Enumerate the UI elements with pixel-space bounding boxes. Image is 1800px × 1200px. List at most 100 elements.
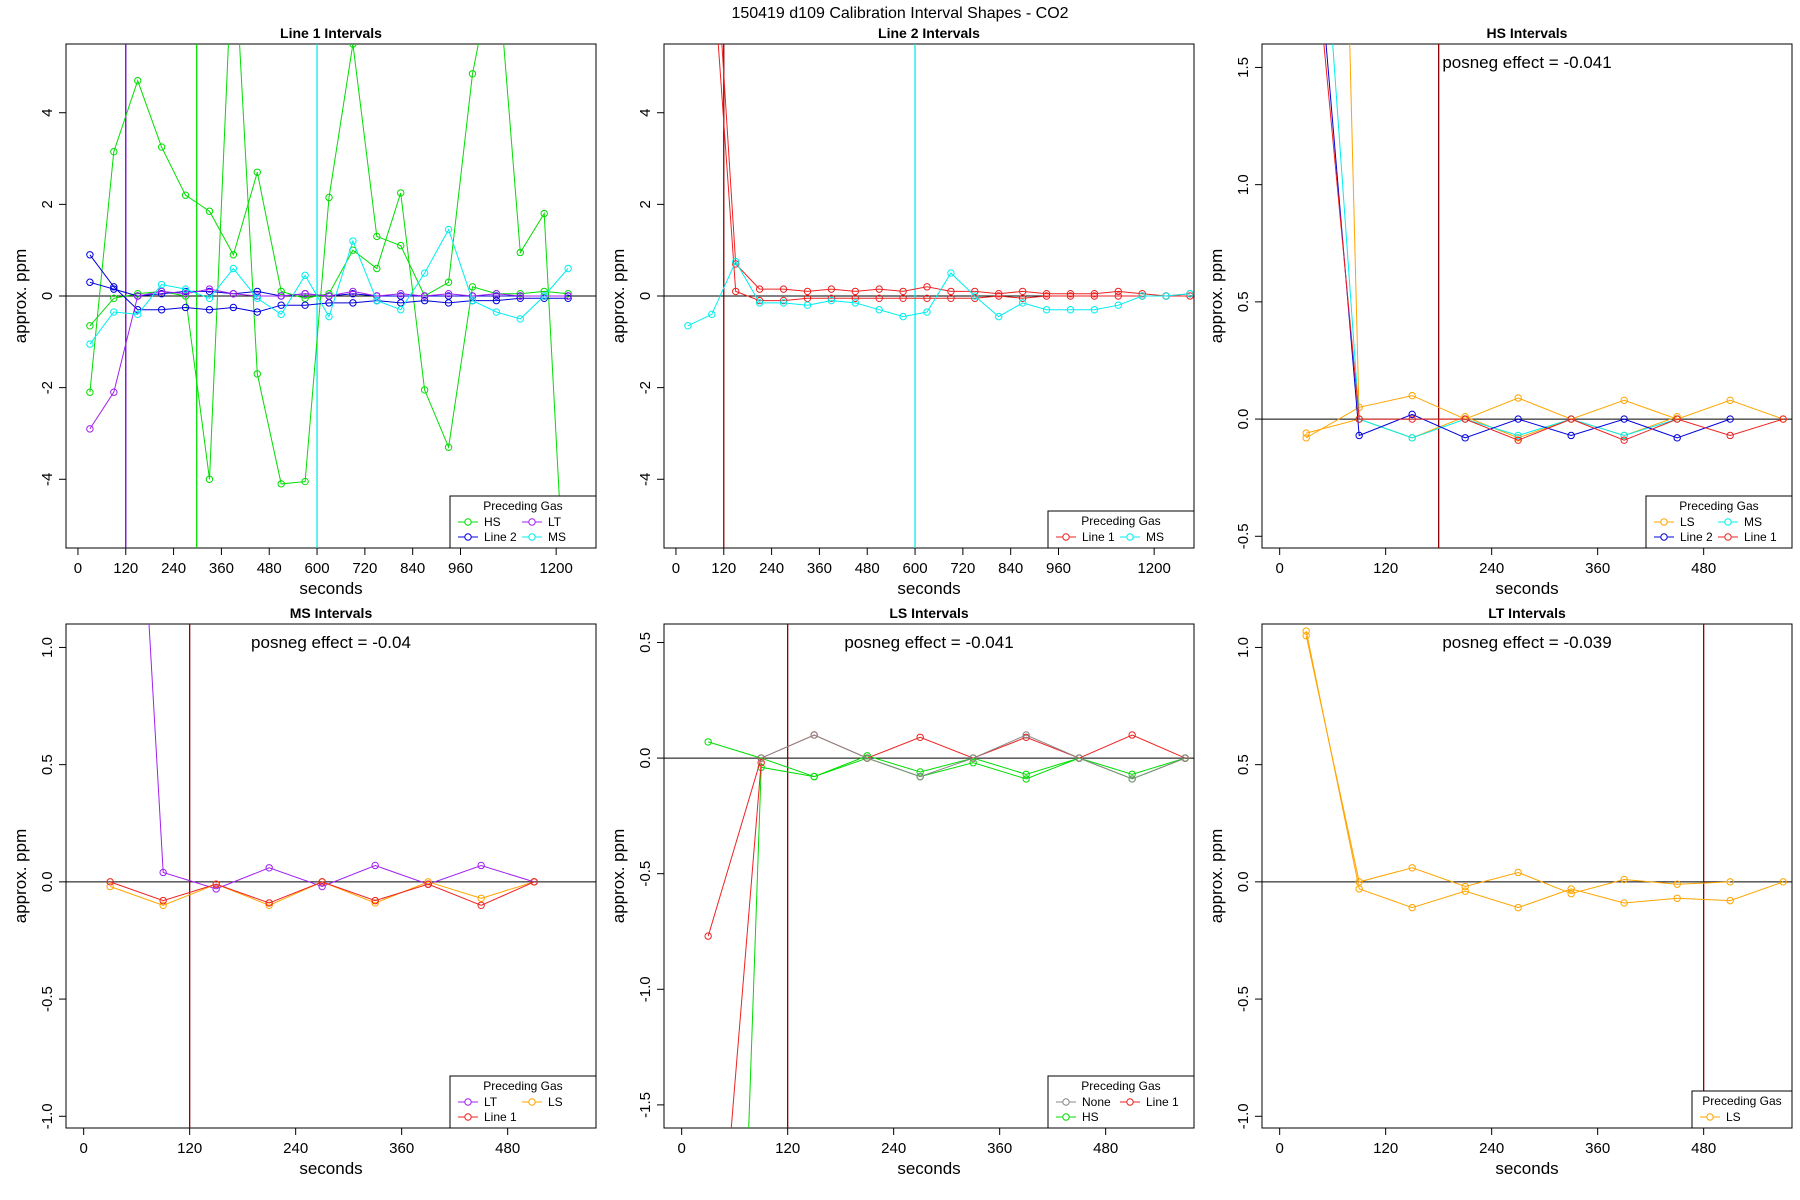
data-point	[265, 864, 273, 872]
y-tick-label: -0.5	[1235, 523, 1252, 549]
data-point	[530, 878, 538, 886]
data-point	[444, 292, 453, 300]
x-axis-label: seconds	[897, 1159, 960, 1178]
plot-area	[664, 44, 1194, 548]
series-line	[1305, 635, 1731, 895]
data-point	[1726, 878, 1734, 886]
legend-entry-lt: LT	[458, 1095, 498, 1109]
data-point	[1128, 731, 1136, 739]
series-line	[717, 44, 1190, 302]
data-point	[923, 294, 931, 302]
data-point	[1779, 878, 1787, 886]
y-tick-label: 0	[39, 292, 56, 300]
series-line	[1323, 44, 1784, 441]
data-point	[277, 480, 285, 488]
data-point	[157, 287, 166, 296]
x-tick-label: 120	[775, 1140, 800, 1157]
data-point	[1567, 431, 1575, 440]
data-point	[1779, 415, 1787, 423]
data-point	[1302, 627, 1310, 635]
x-tick-label: 480	[1691, 1140, 1716, 1157]
data-point	[1355, 878, 1363, 886]
data-point	[444, 225, 453, 234]
data-point	[684, 322, 692, 330]
data-point	[373, 232, 381, 241]
x-tick-label: 720	[352, 560, 377, 577]
data-point	[468, 70, 477, 78]
data-point	[1726, 415, 1734, 423]
data-point	[1514, 431, 1522, 440]
data-point	[492, 308, 501, 316]
data-point	[1302, 429, 1310, 437]
x-tick-label: 840	[400, 560, 425, 577]
data-point	[565, 659, 571, 665]
data-point	[1620, 436, 1628, 444]
y-tick-label: 0.5	[39, 754, 56, 775]
y-tick-label: 0.0	[1235, 409, 1252, 430]
data-point	[157, 143, 166, 151]
legend-label: LS	[548, 1095, 563, 1109]
legend-swatch-marker	[1724, 518, 1732, 526]
legend-label: MS	[1744, 515, 1762, 529]
x-tick-label: 960	[448, 560, 473, 577]
legend-swatch-marker	[1062, 1098, 1070, 1106]
legend-label: LT	[484, 1095, 498, 1109]
panel-title: LS Intervals	[889, 605, 969, 621]
data-point	[181, 303, 190, 312]
x-tick-label: 120	[711, 560, 736, 577]
main-title: 150419 d109 Calibration Interval Shapes …	[731, 5, 1068, 22]
data-point	[1090, 290, 1099, 298]
y-axis-label: approx. ppm	[609, 249, 628, 344]
x-tick-label: 480	[855, 560, 880, 577]
legend: Preceding Gas LT LS Line 1	[449, 1075, 597, 1129]
data-point	[1726, 896, 1734, 905]
data-point	[803, 301, 812, 309]
x-tick-label: 720	[950, 560, 975, 577]
posneg-annotation: posneg effect = -0.039	[1442, 633, 1611, 652]
data-point	[468, 296, 477, 305]
legend-entry-ls: LS	[1700, 1110, 1741, 1124]
x-tick-label: 0	[79, 1140, 87, 1157]
data-point	[477, 861, 485, 870]
legend-label: Line 1	[1744, 530, 1777, 544]
data-point	[1022, 731, 1030, 739]
data-point	[708, 310, 716, 319]
data-point	[373, 292, 381, 300]
data-point	[863, 752, 871, 760]
data-point	[704, 932, 712, 940]
panel-title: LT Intervals	[1488, 605, 1566, 621]
series-line	[89, 288, 569, 430]
data-point	[516, 290, 524, 298]
legend-swatch-marker	[1660, 518, 1668, 526]
data-point	[1726, 396, 1734, 405]
y-tick-label: -0.5	[1235, 986, 1252, 1012]
legend-swatch-marker	[1126, 1098, 1134, 1106]
data-point	[420, 386, 429, 394]
data-point	[277, 292, 285, 300]
data-point	[277, 301, 285, 309]
data-point	[516, 315, 524, 323]
data-point	[159, 896, 167, 905]
data-point	[1461, 882, 1469, 891]
legend-entry-line-2: Line 2	[1654, 530, 1713, 544]
x-tick-label: 120	[1373, 1140, 1398, 1157]
legend-label: MS	[548, 530, 566, 544]
legend-entry-ms: MS	[522, 530, 566, 544]
data-point	[159, 868, 167, 877]
series-lt	[86, 285, 572, 433]
data-point	[277, 310, 285, 319]
data-point	[86, 278, 94, 286]
x-axis-label: seconds	[1495, 579, 1558, 598]
data-point	[827, 296, 836, 305]
x-tick-label: 1200	[539, 560, 572, 577]
data-point	[444, 290, 453, 298]
data-point	[1355, 885, 1363, 893]
legend-title: Preceding Gas	[1702, 1094, 1781, 1108]
data-point	[1022, 775, 1030, 783]
x-axis-label: seconds	[299, 1159, 362, 1178]
legend-label: MS	[1146, 530, 1164, 544]
data-point	[157, 280, 166, 289]
data-point	[757, 754, 765, 762]
